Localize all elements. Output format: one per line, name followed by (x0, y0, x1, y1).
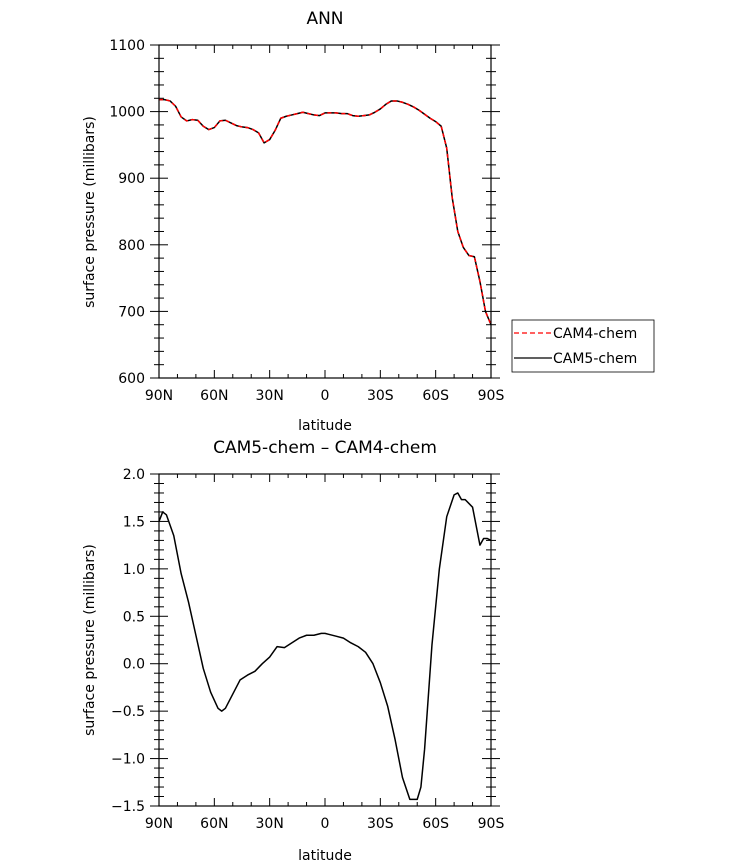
x-tick-label: 0 (321, 816, 330, 832)
y-tick-label: −1.0 (111, 752, 145, 768)
axis-ticks (150, 44, 500, 379)
x-tick-label: 90N (145, 816, 173, 832)
chart-title: ANN (306, 9, 343, 29)
x-tick-label: 60S (422, 816, 449, 832)
y-tick-label: 1.5 (123, 514, 145, 530)
series-line-cam5-chem (159, 98, 492, 326)
x-tick-label: 30N (256, 816, 284, 832)
data-lines (158, 492, 492, 801)
x-tick-label: 60N (200, 816, 228, 832)
x-tick-label: 90S (478, 388, 505, 404)
difference-chart: CAM5-chem – CAM4-chem surface pressure (… (82, 438, 504, 864)
y-axis-label: surface pressure (millibars) (82, 544, 98, 736)
series-line-difference (158, 492, 492, 801)
series-line-cam4-chem (159, 98, 492, 326)
axis-ticks (150, 473, 500, 807)
tick-labels: 90N 60N 30N 0 30S 60S 90S −1.5 −1.0 −0.5 0.0 0.5 1.0… (111, 467, 504, 832)
y-tick-label: 1.0 (123, 562, 145, 578)
x-tick-label: 90N (145, 388, 173, 404)
tick-labels: 90N 60N 30N 0 30S 60S 90S 600 700 800 900 1000 1100 (109, 38, 504, 404)
y-tick-label: −1.5 (111, 799, 145, 815)
legend-label-cam5: CAM5-chem (553, 351, 637, 367)
plot-frame (158, 473, 492, 807)
x-tick-label: 0 (321, 388, 330, 404)
y-tick-label: 0.0 (123, 657, 145, 673)
y-tick-label: −0.5 (111, 704, 145, 720)
x-tick-label: 60N (200, 388, 228, 404)
pressure-chart: ANN surface pressure (millibars) latitud… (82, 9, 655, 434)
x-axis-label: latitude (298, 848, 352, 864)
x-tick-label: 60S (422, 388, 449, 404)
data-lines (159, 98, 492, 326)
y-tick-label: 1100 (109, 38, 145, 54)
x-tick-label: 30S (367, 388, 394, 404)
y-tick-label: 700 (118, 304, 145, 320)
y-axis-label: surface pressure (millibars) (82, 116, 98, 308)
x-axis-label: latitude (298, 418, 352, 434)
x-tick-label: 30N (256, 388, 284, 404)
plot-frame (158, 44, 492, 379)
y-tick-label: 0.5 (123, 609, 145, 625)
legend-label-cam4: CAM4-chem (553, 326, 637, 342)
legend: CAM4-chem CAM5-chem (511, 319, 655, 373)
y-tick-label: 1000 (109, 105, 145, 121)
y-tick-label: 2.0 (123, 467, 145, 483)
y-tick-label: 800 (118, 238, 145, 254)
y-tick-label: 900 (118, 171, 145, 187)
y-tick-label: 600 (118, 371, 145, 387)
chart-title: CAM5-chem – CAM4-chem (213, 438, 437, 458)
legend-box (511, 319, 655, 373)
x-tick-label: 90S (478, 816, 505, 832)
x-tick-label: 30S (367, 816, 394, 832)
